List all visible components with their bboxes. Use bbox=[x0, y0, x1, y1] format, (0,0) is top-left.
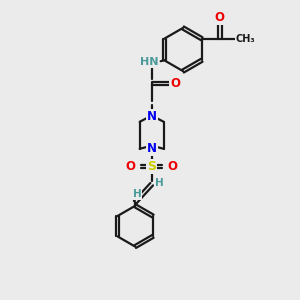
Text: O: O bbox=[168, 160, 178, 173]
Text: H: H bbox=[155, 178, 164, 188]
Text: O: O bbox=[215, 11, 225, 24]
Text: S: S bbox=[147, 160, 156, 173]
Text: H: H bbox=[133, 189, 141, 200]
Text: O: O bbox=[170, 77, 180, 90]
Text: CH₃: CH₃ bbox=[236, 34, 256, 44]
Text: N: N bbox=[147, 110, 157, 123]
Text: HN: HN bbox=[140, 57, 158, 67]
Text: N: N bbox=[147, 142, 157, 155]
Text: O: O bbox=[126, 160, 136, 173]
